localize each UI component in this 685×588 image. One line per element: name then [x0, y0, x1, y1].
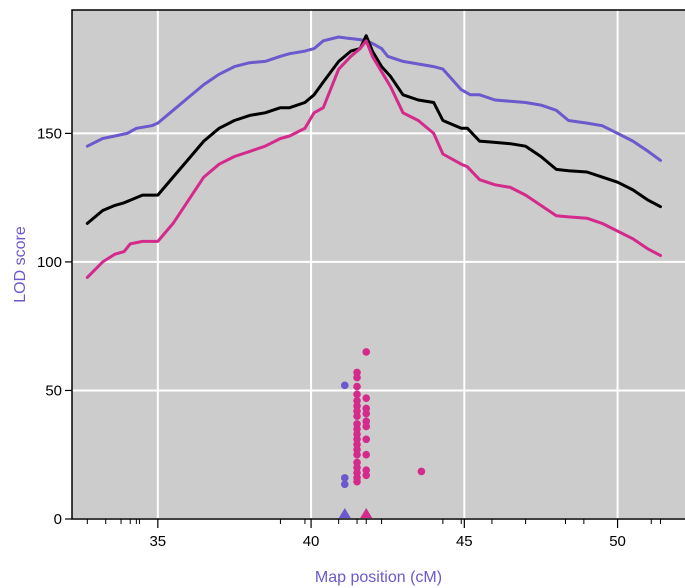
- data-point: [353, 477, 361, 486]
- position-markers: [338, 508, 373, 518]
- data-point: [362, 471, 371, 480]
- y-tick-label: 0: [54, 511, 62, 528]
- y-tick-label: 100: [37, 254, 62, 271]
- marker-points: [340, 348, 426, 489]
- data-point: [362, 409, 371, 418]
- data-point: [340, 474, 349, 482]
- series-line: [85, 34, 662, 225]
- data-point: [340, 381, 349, 390]
- plot-background: [72, 10, 685, 519]
- data-point: [353, 450, 361, 459]
- data-point: [362, 422, 371, 431]
- data-point: [353, 390, 361, 399]
- x-axis-title: Map position (cM): [315, 569, 442, 586]
- series-line: [85, 39, 662, 279]
- y-axis-title: LOD score: [12, 226, 29, 303]
- data-point: [362, 348, 371, 356]
- data-point: [417, 467, 426, 476]
- x-tick-label: 35: [149, 533, 166, 550]
- data-point: [353, 382, 361, 391]
- series-lines: [85, 34, 662, 279]
- triangle-marker: [338, 508, 351, 518]
- axes: 35 40 45 50 0 50 100 150: [37, 125, 661, 550]
- data-point: [362, 394, 371, 402]
- x-tick-label: 40: [303, 533, 320, 550]
- data-point: [340, 480, 349, 489]
- x-tick-label: 50: [609, 533, 626, 550]
- data-point: [353, 412, 361, 420]
- y-tick-label: 150: [37, 125, 62, 142]
- data-point: [353, 373, 361, 382]
- x-tick-label: 45: [456, 533, 473, 550]
- data-point: [362, 450, 371, 459]
- y-tick-label: 50: [45, 382, 62, 399]
- data-point: [362, 435, 371, 444]
- triangle-marker: [360, 508, 373, 518]
- plot-frame: [71, 9, 685, 520]
